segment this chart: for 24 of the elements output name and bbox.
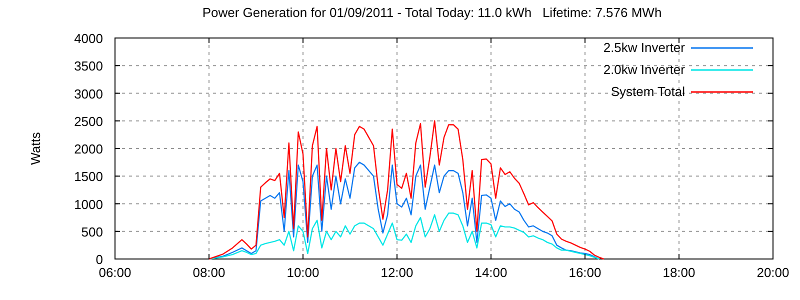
y-tick-label: 2000 [74,142,103,156]
x-tick-label: 20:00 [756,265,790,280]
chart-title: Power Generation for 01/09/2011 - Total Today: 11.0 kWh Lifetime: 7.576 MWh [202,5,662,20]
line-series [208,212,600,260]
y-tick-label: 1500 [74,169,103,184]
y-tick-label: 3000 [74,86,103,102]
x-tick-label: 16:00 [568,265,602,280]
x-tick-label: 08:00 [192,265,226,280]
y-tick-label: 2500 [74,114,103,129]
x-tick-label: 14:00 [474,265,508,280]
y-tick-label: 0 [96,252,103,267]
line-series [208,120,604,260]
y-axis-title: Watts [28,132,43,165]
legend-label: System Total [610,84,686,99]
y-tick-label: 1000 [74,196,103,212]
y-tick-label: 4000 [74,31,103,46]
x-tick-label: 18:00 [662,265,696,280]
x-tick-label: 06:00 [98,265,132,280]
x-tick-label: 12:00 [380,265,414,280]
legend-label: 2.0kw Inverter [603,62,686,77]
legend-label: 2.5kw Inverter [603,40,686,55]
y-tick-label: 3500 [74,58,103,74]
x-tick-label: 10:00 [286,265,320,280]
y-tick-label: 500 [81,224,103,240]
